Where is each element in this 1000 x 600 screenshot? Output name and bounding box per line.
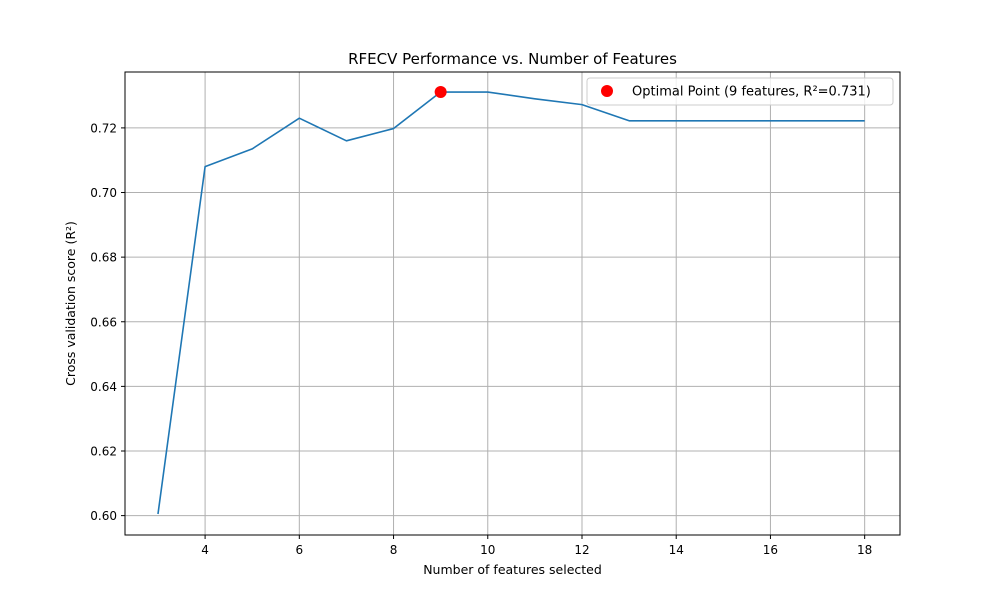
legend-marker — [601, 85, 613, 97]
y-tick-label: 0.60 — [90, 509, 117, 523]
y-tick-label: 0.62 — [90, 444, 117, 458]
legend: Optimal Point (9 features, R²=0.731) — [586, 77, 894, 106]
x-tick-label: 12 — [574, 543, 589, 557]
y-tick-label: 0.72 — [90, 121, 117, 135]
x-tick-label: 4 — [201, 543, 209, 557]
legend-box — [586, 77, 894, 106]
y-tick-label: 0.64 — [90, 380, 117, 394]
y-tick-label: 0.66 — [90, 315, 117, 329]
x-axis-label: Number of features selected — [423, 562, 602, 577]
optimal-point-marker — [434, 86, 447, 99]
chart-title: RFECV Performance vs. Number of Features — [348, 50, 677, 68]
y-tick-label: 0.70 — [90, 186, 117, 200]
y-tick-label: 0.68 — [90, 251, 117, 265]
x-tick-label: 6 — [295, 543, 303, 557]
plot-frame — [124, 71, 901, 536]
grid — [125, 72, 900, 535]
x-tick-label: 8 — [390, 543, 398, 557]
legend-label: Optimal Point (9 features, R²=0.731) — [632, 85, 871, 100]
y-axis-label: Cross validation score (R²) — [63, 221, 78, 386]
score-line — [157, 91, 865, 515]
y-ticks: 0.60 0.62 0.64 0.66 0.68 0.70 0.72 — [90, 121, 125, 523]
optimal-point-layer — [434, 86, 447, 99]
x-tick-label: 14 — [669, 543, 684, 557]
x-ticks: 4 6 8 10 12 14 16 18 — [201, 535, 872, 557]
x-tick-label: 18 — [857, 543, 872, 557]
x-tick-label: 16 — [763, 543, 778, 557]
x-tick-label: 10 — [480, 543, 495, 557]
series-layer — [157, 91, 865, 515]
